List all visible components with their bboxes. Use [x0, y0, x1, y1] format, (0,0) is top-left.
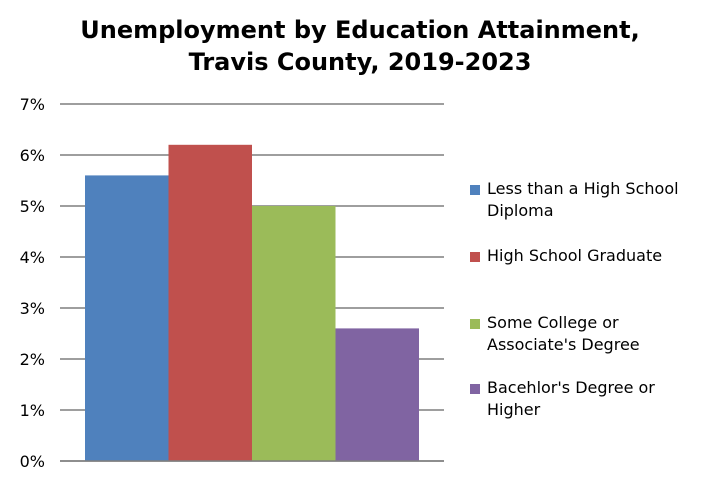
- chart-subtitle: Travis County, 2019-2023: [188, 48, 532, 76]
- y-tick-label: 2%: [20, 350, 45, 369]
- legend-label: Less than a High School: [487, 179, 679, 198]
- chart-title-line-1: Unemployment by Education Attainment,: [80, 16, 640, 44]
- y-tick-label: 0%: [20, 452, 45, 471]
- y-tick-label: 6%: [20, 146, 45, 165]
- bar: [85, 175, 169, 461]
- legend-swatch: [470, 252, 480, 262]
- bar: [168, 144, 252, 462]
- y-tick-label: 4%: [20, 248, 45, 267]
- y-tick-label: 7%: [20, 95, 45, 114]
- legend-label: Diploma: [487, 201, 554, 220]
- legend-label: Higher: [487, 400, 541, 419]
- legend-label: Associate's Degree: [487, 335, 640, 354]
- legend-swatch: [470, 185, 480, 195]
- legend-swatch: [470, 384, 480, 394]
- legend-label: High School Graduate: [487, 246, 662, 265]
- bar: [252, 206, 336, 461]
- y-tick-label: 5%: [20, 197, 45, 216]
- legend-label: Some College or: [487, 313, 619, 332]
- y-tick-label: 3%: [20, 299, 45, 318]
- legend-label: Bacehlor's Degree or: [487, 378, 655, 397]
- chart-title: Unemployment by Education Attainment, Tr…: [80, 14, 640, 78]
- y-tick-label: 1%: [20, 401, 45, 420]
- legend-swatch: [470, 319, 480, 329]
- bar: [335, 328, 419, 461]
